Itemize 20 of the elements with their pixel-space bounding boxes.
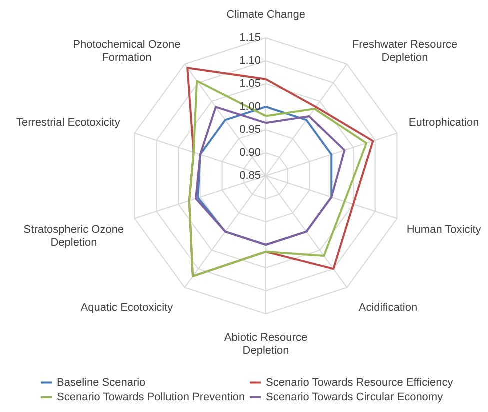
spoke-label: Stratospheric Ozone Depletion bbox=[24, 224, 124, 250]
legend-label: Baseline Scenario bbox=[57, 376, 146, 389]
spoke-label: Freshwater Resource Depletion bbox=[352, 38, 458, 64]
spoke-label: Eutrophication bbox=[408, 116, 480, 129]
spoke-label: Terrestrial Ecotoxicity bbox=[16, 116, 121, 129]
y-tick-label: 1.05 bbox=[240, 78, 261, 90]
y-tick-label: 0.85 bbox=[240, 170, 261, 182]
spoke-label: Photochemical Ozone Formation bbox=[73, 38, 181, 64]
spoke-label: Aquatic Ecotoxicity bbox=[80, 302, 174, 314]
y-tick-label: 1.10 bbox=[240, 55, 261, 67]
y-tick-label: 0.90 bbox=[240, 147, 261, 159]
y-tick-label: 1.15 bbox=[240, 32, 261, 44]
spoke-label: Human Toxicity bbox=[406, 224, 482, 236]
legend-label: Scenario Towards Resource Efficiency bbox=[266, 376, 454, 389]
spoke-label: Acidification bbox=[358, 302, 418, 314]
spoke-label: Abiotic Resource Depletion bbox=[224, 332, 308, 357]
legend-label: Scenario Towards Circular Economy bbox=[266, 392, 444, 404]
legend-label: Scenario Towards Pollution Prevention bbox=[57, 392, 246, 404]
spoke-label: Climate Change bbox=[226, 9, 306, 21]
y-tick-label: 0.95 bbox=[240, 124, 261, 136]
